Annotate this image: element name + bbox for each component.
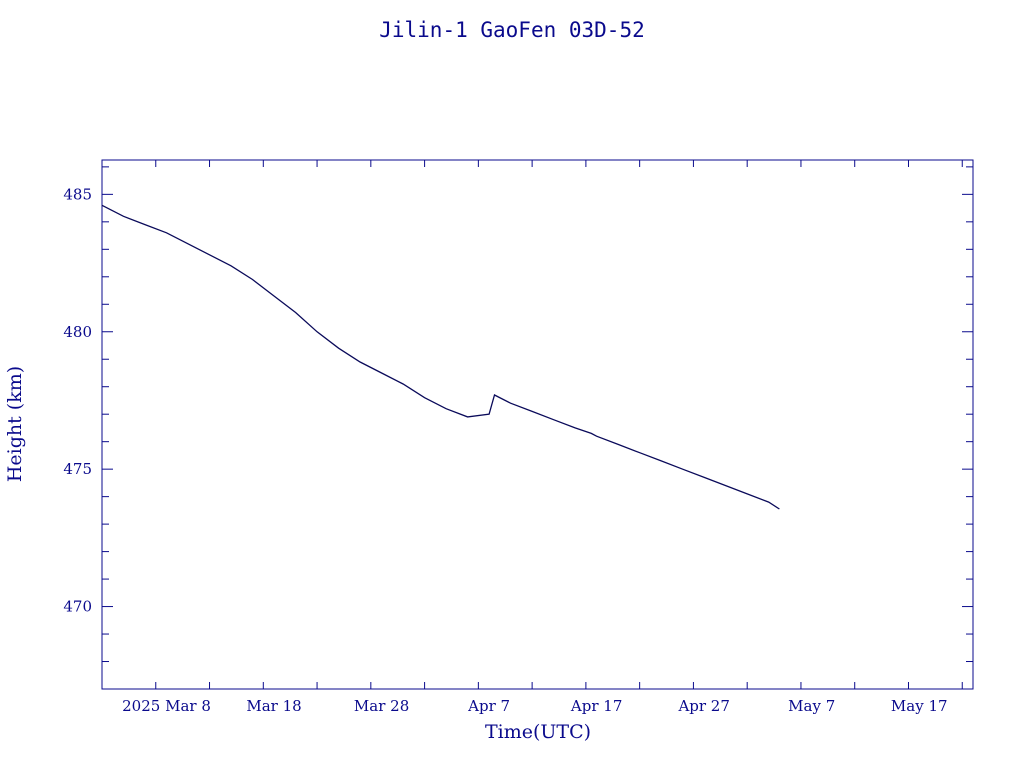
x-tick-label: Apr 27: [677, 697, 729, 715]
y-tick-label: 485: [63, 185, 92, 203]
x-tick-label: May 7: [788, 697, 835, 715]
y-tick-label: 480: [63, 323, 92, 341]
series-layer: [101, 204, 780, 510]
x-tick-label: Apr 7: [467, 697, 510, 715]
plot-frame: [101, 159, 974, 690]
x-tick-label: 2025 Mar 8: [122, 697, 211, 715]
y-axis: 470 475 480 485: [63, 166, 973, 663]
x-tick-label: May 17: [891, 697, 948, 715]
x-axis: 2025 Mar 8 Mar 18 Mar 28 Apr 7 Apr 17 Apr 27 M…: [122, 160, 963, 715]
plot-area: [101, 159, 974, 690]
chart-title: Jilin-1 GaoFen 03D-52: [379, 18, 645, 42]
y-tick-label: 470: [63, 598, 92, 616]
x-tick-label: Mar 28: [354, 697, 409, 715]
x-tick-label: Mar 18: [246, 697, 301, 715]
x-axis-label: Time(UTC): [485, 721, 591, 743]
y-tick-label: 475: [63, 460, 92, 478]
y-axis-label: Height (km): [4, 366, 26, 482]
x-tick-label: Apr 17: [570, 697, 622, 715]
series-line-height: [101, 204, 780, 510]
